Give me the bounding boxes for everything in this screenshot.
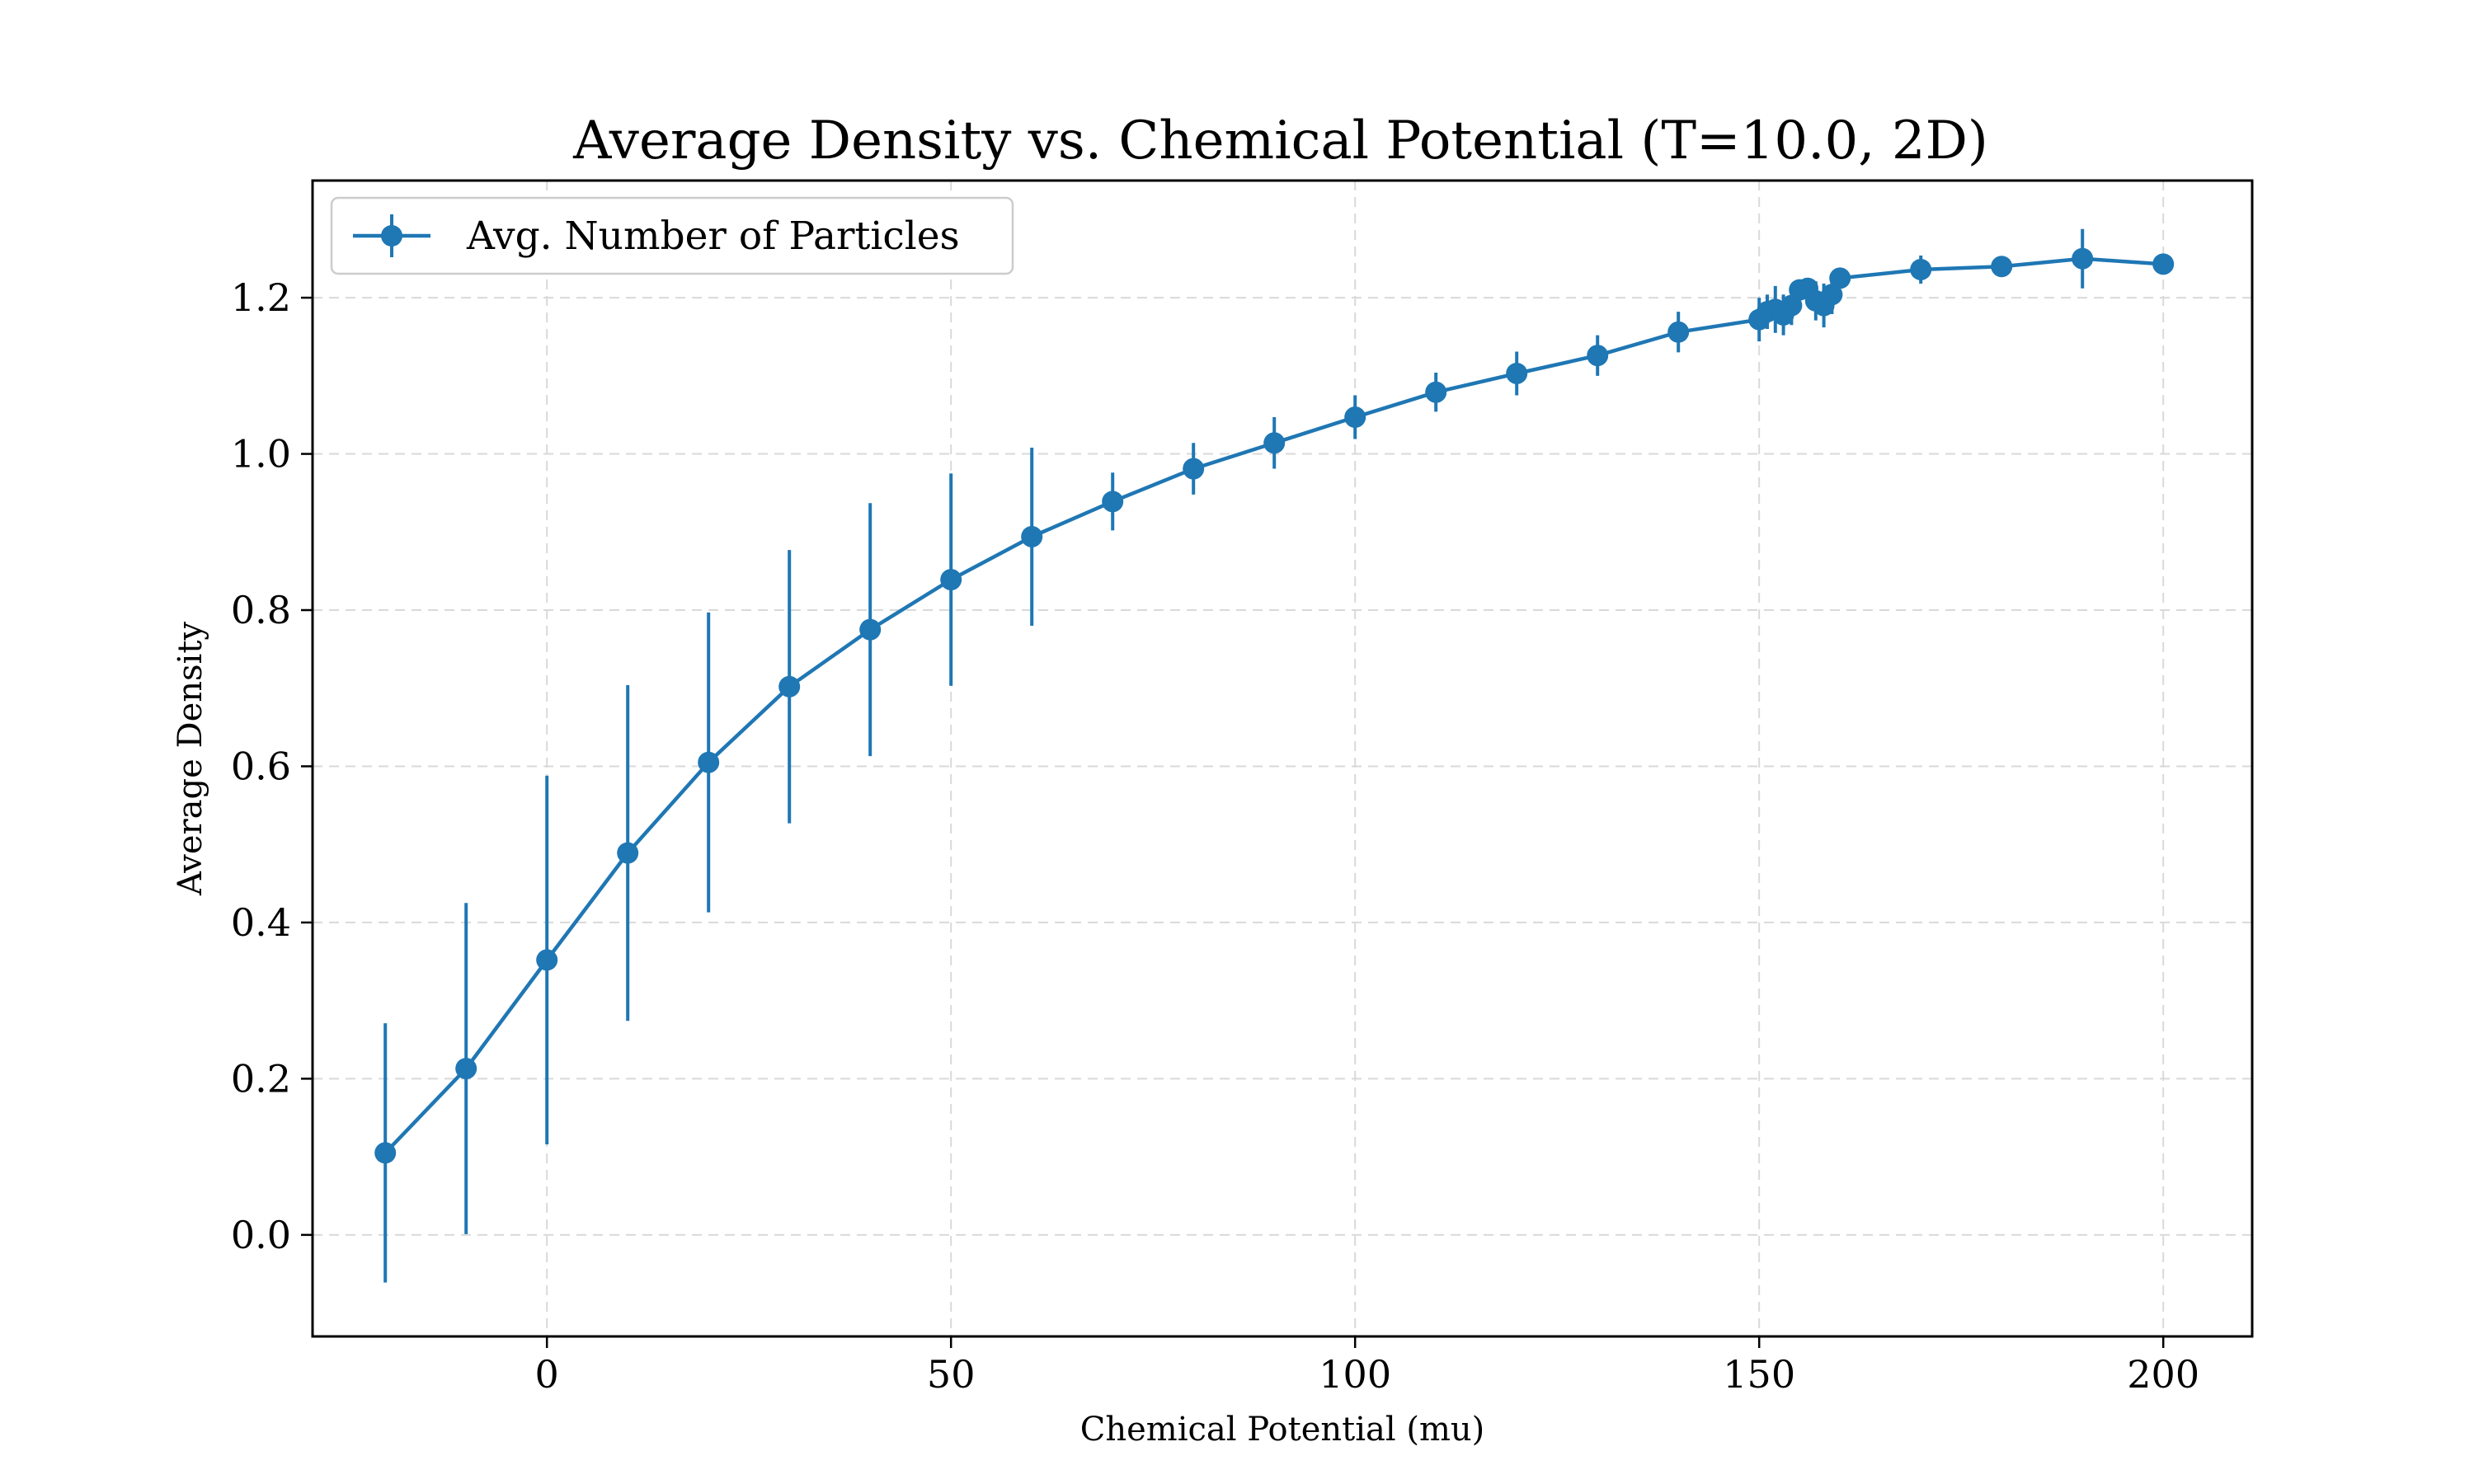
plot-frame	[311, 179, 2254, 1338]
data-point	[2072, 247, 2094, 270]
data-point	[1344, 406, 1366, 429]
legend: Avg. Number of Particles	[330, 196, 1014, 275]
data-point	[698, 751, 720, 773]
data-point	[940, 569, 962, 591]
data-point	[536, 949, 558, 971]
data-point	[1587, 345, 1609, 367]
data-point	[1910, 258, 1932, 280]
y-axis-ticks: 0.0 0.2 0.4 0.6 0.8 1.0 1.2	[231, 275, 313, 1257]
y-tick-label: 0.8	[231, 588, 291, 632]
data-point	[778, 675, 801, 697]
data-point	[1821, 284, 1843, 306]
plot-area	[313, 181, 2252, 1336]
data-point	[1667, 321, 1690, 343]
data-point	[1829, 267, 1851, 289]
y-tick-label: 0.6	[231, 744, 291, 788]
y-tick-label: 1.0	[231, 432, 291, 477]
data-point	[1183, 458, 1205, 480]
x-tick-label: 150	[1723, 1352, 1795, 1397]
data-point	[617, 842, 639, 864]
data-point	[1425, 381, 1447, 403]
y-tick-label: 0.2	[231, 1056, 291, 1101]
legend-box	[330, 196, 1014, 275]
data-point	[2152, 253, 2175, 275]
y-tick-label: 1.2	[231, 275, 291, 320]
x-tick-label: 50	[927, 1352, 976, 1397]
y-axis-label: Average Density	[172, 622, 209, 896]
x-axis-ticks: 0 50 100 150 200	[535, 1336, 2199, 1397]
data-point	[1991, 256, 2013, 278]
x-tick-label: 100	[1319, 1352, 1391, 1397]
x-tick-label: 0	[535, 1352, 559, 1397]
data-point	[1263, 432, 1286, 454]
x-axis-label: Chemical Potential (mu)	[1080, 1411, 1485, 1449]
x-tick-label: 200	[2127, 1352, 2199, 1397]
data-point	[859, 618, 882, 641]
data-point	[455, 1058, 477, 1080]
data-point	[1021, 525, 1043, 547]
chart-title: Average Density vs. Chemical Potential (…	[572, 110, 1988, 171]
data-points	[374, 247, 2175, 1164]
legend-marker	[381, 225, 402, 247]
y-tick-label: 0.0	[231, 1213, 291, 1257]
y-tick-label: 0.4	[231, 900, 291, 945]
data-point	[1102, 491, 1124, 513]
data-point	[374, 1142, 397, 1164]
grid-lines	[313, 181, 2252, 1336]
legend-label: Avg. Number of Particles	[466, 214, 960, 259]
data-point	[1506, 362, 1528, 384]
